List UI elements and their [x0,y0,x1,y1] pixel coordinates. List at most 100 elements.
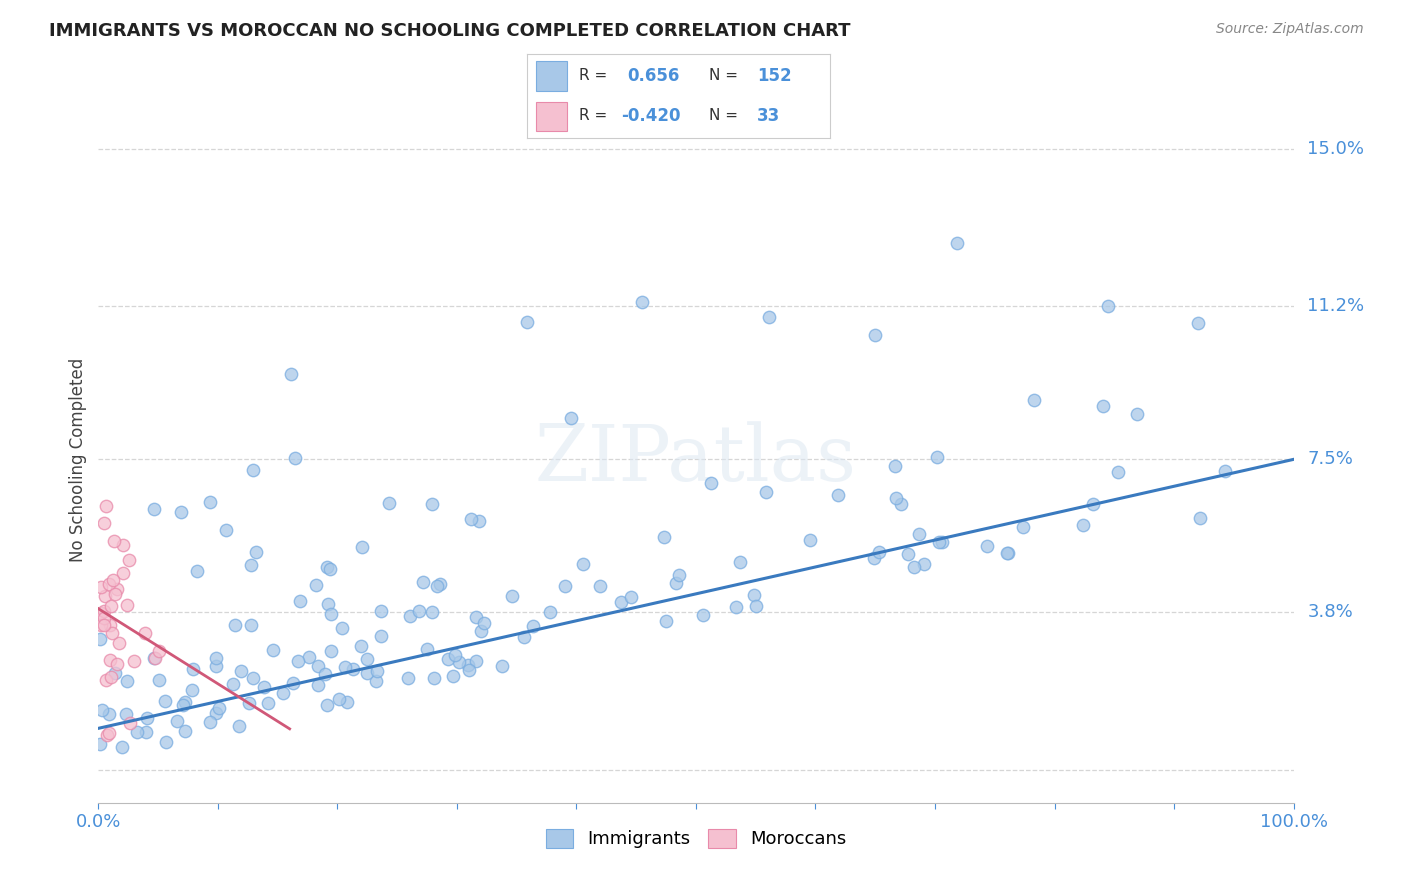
Point [104,587,127,601]
Point [118,553,141,567]
Point [350,540,373,554]
Text: 11.2%: 11.2% [1308,297,1365,315]
Point [668,568,690,582]
Text: 15.0%: 15.0% [1308,140,1364,158]
Point [204,651,226,665]
Point [305,578,328,592]
Point [335,660,357,674]
Point [332,621,354,635]
Point [125,725,148,739]
Point [460,511,482,525]
Point [238,696,260,710]
Point [408,604,430,618]
Point [444,648,467,662]
Point [319,562,342,576]
Point [93,618,115,632]
Point [198,494,221,508]
Point [412,575,434,590]
Point [307,659,329,673]
Point [208,701,231,715]
Point [319,607,342,621]
Point [868,545,890,559]
Point [242,671,264,685]
Point [1071,517,1094,532]
Point [931,534,953,549]
Text: 33: 33 [756,107,780,125]
Point [501,589,523,603]
Point [1107,465,1129,479]
Point [148,673,170,687]
Point [98,726,121,740]
Point [90,618,112,632]
Point [436,652,458,666]
Point [215,523,238,537]
Point [98,653,121,667]
Point [610,595,633,609]
Point [522,619,544,633]
Text: 7.5%: 7.5% [1308,450,1354,468]
Point [890,497,912,511]
Point [89,632,111,647]
Point [420,605,443,619]
Point [271,685,294,699]
Point [316,560,339,574]
Point [799,533,821,548]
Bar [536,102,567,131]
Point [366,665,388,679]
Point [284,451,307,466]
Point [328,692,350,706]
Point [319,644,342,658]
Point [1215,465,1237,479]
Point [174,696,197,710]
Point [897,547,920,561]
Point [342,662,364,676]
Point [449,655,471,669]
Point [115,706,138,721]
Point [1097,299,1119,313]
Point [865,328,887,343]
Point [135,724,157,739]
Point [692,607,714,622]
Point [422,672,444,686]
Text: R =: R = [579,69,612,84]
Y-axis label: No Schooling Completed: No Schooling Completed [69,358,87,561]
Point [97,706,120,721]
Point [256,697,278,711]
Point [98,617,121,632]
Text: IMMIGRANTS VS MOROCCAN NO SCHOOLING COMPLETED CORRELATION CHART: IMMIGRANTS VS MOROCCAN NO SCHOOLING COMP… [49,22,851,40]
Point [976,539,998,553]
Point [589,579,612,593]
Point [945,235,967,250]
Point [457,658,479,673]
Point [571,557,593,571]
Point [135,711,157,725]
Point [758,310,780,324]
Point [174,724,197,739]
Point [93,589,115,603]
Point [134,626,156,640]
Point [465,610,488,624]
Point [1188,511,1211,525]
Point [700,475,723,490]
Point [120,715,142,730]
Point [1081,497,1104,511]
Point [378,496,401,510]
Point [280,368,302,382]
Point [420,497,443,511]
Point [1092,400,1115,414]
Point [350,639,373,653]
Point [105,582,128,596]
Point [93,611,115,625]
Point [100,670,122,684]
Point [115,674,138,689]
Point [928,534,950,549]
Point [155,735,177,749]
Text: N =: N = [709,108,742,123]
Point [730,555,752,569]
Point [253,680,276,694]
Point [262,642,284,657]
Point [93,516,115,530]
Point [145,651,167,665]
Point [398,609,420,624]
Point [245,544,267,558]
